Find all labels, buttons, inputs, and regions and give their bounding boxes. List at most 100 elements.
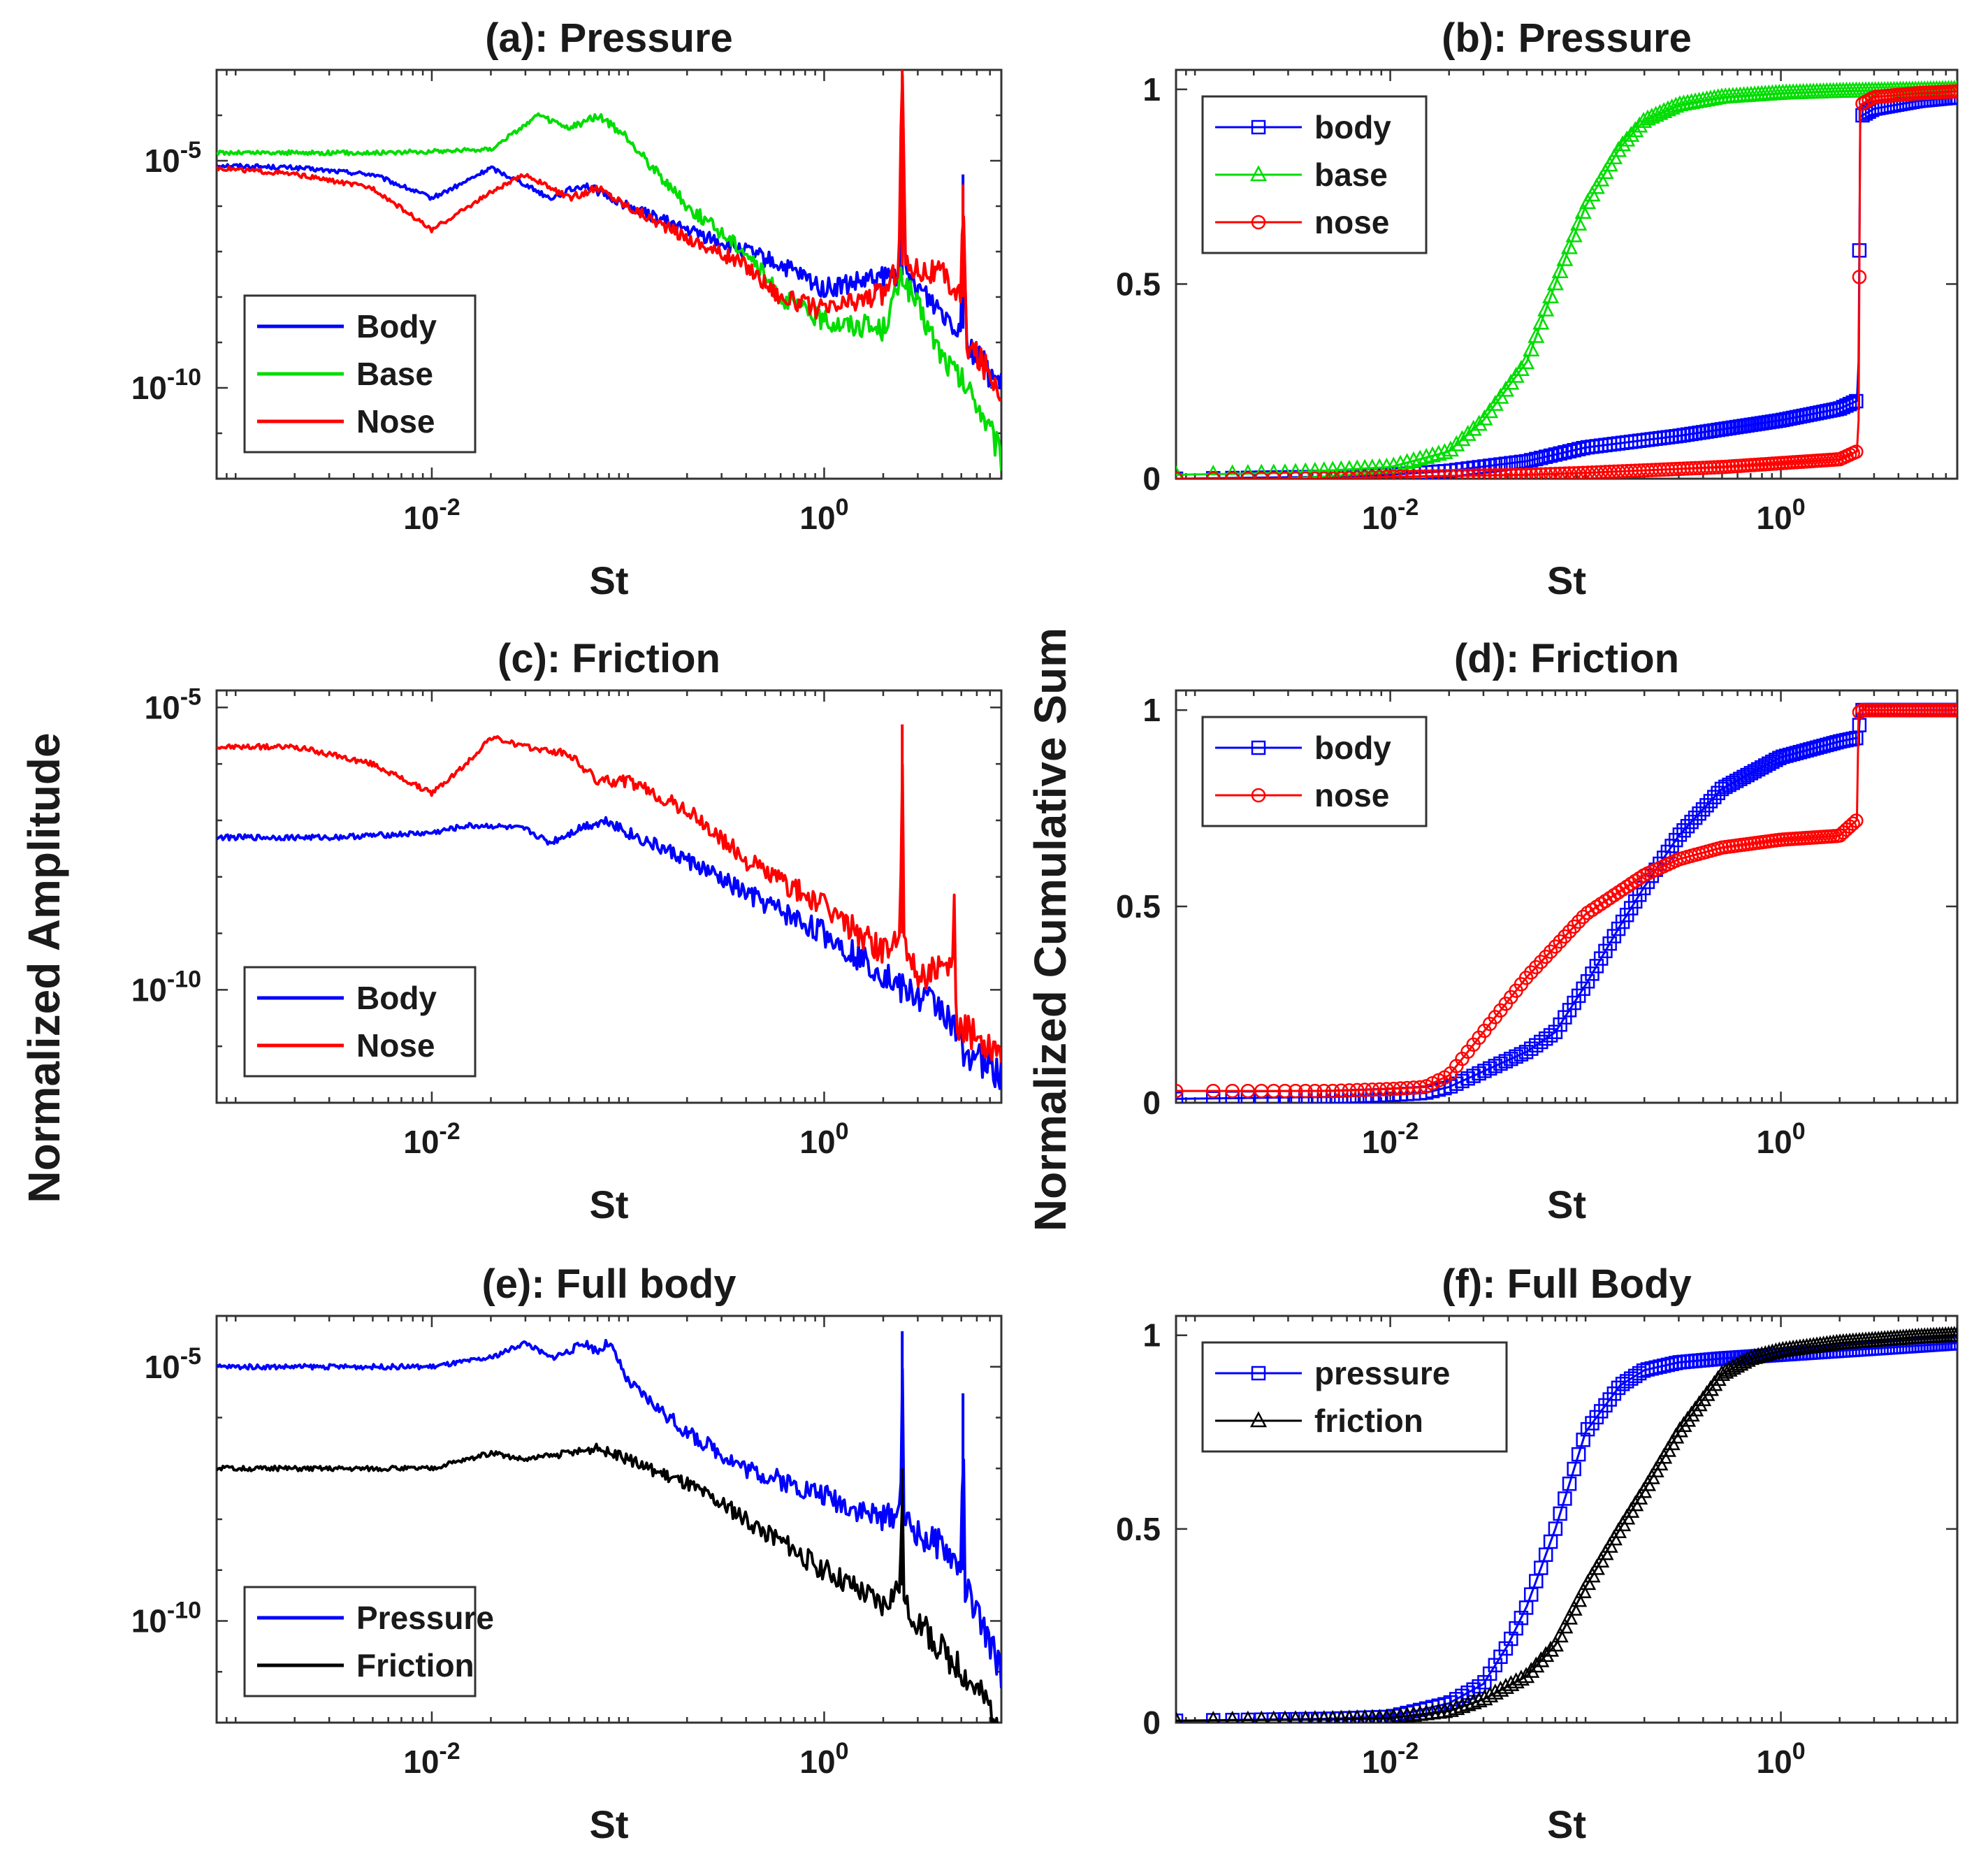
series-marker bbox=[1386, 1081, 1401, 1096]
series-marker bbox=[1558, 1491, 1572, 1506]
series-marker bbox=[1307, 471, 1323, 479]
series-marker bbox=[1449, 468, 1464, 479]
y-tick-label: 10-5 bbox=[145, 683, 201, 725]
y-tick-label: 0 bbox=[1142, 1085, 1161, 1121]
series-marker bbox=[1288, 471, 1303, 479]
series-marker bbox=[1627, 121, 1644, 138]
series-marker bbox=[1267, 1710, 1280, 1723]
y-ticks bbox=[217, 68, 1001, 435]
legend-label: Pressure bbox=[356, 1600, 494, 1636]
y-tick-label: 0.5 bbox=[1116, 888, 1161, 925]
series-marker bbox=[1618, 130, 1636, 147]
series-marker bbox=[1675, 1416, 1692, 1433]
legend-marker bbox=[1251, 1366, 1266, 1381]
series-marker bbox=[1448, 1699, 1465, 1716]
x-tick-label: 10-2 bbox=[403, 1738, 460, 1780]
series-marker bbox=[1571, 1447, 1586, 1462]
series-marker bbox=[1565, 1599, 1583, 1616]
series-marker bbox=[1558, 929, 1572, 944]
series-marker bbox=[1459, 424, 1477, 441]
series-marker bbox=[1430, 444, 1447, 461]
panel-title: (e): Full body bbox=[481, 1261, 736, 1307]
series-marker bbox=[1560, 238, 1579, 254]
series-marker bbox=[1205, 471, 1221, 479]
series-marker bbox=[1543, 1028, 1558, 1043]
series-marker bbox=[1523, 1661, 1540, 1678]
series-marker bbox=[1205, 1091, 1221, 1103]
series-marker bbox=[1176, 1083, 1184, 1099]
y-tick-label: 10-5 bbox=[145, 137, 201, 179]
panel-title: (a): Pressure bbox=[485, 15, 733, 61]
series-marker bbox=[1436, 442, 1453, 459]
series-marker bbox=[1576, 1433, 1590, 1447]
series-marker bbox=[1514, 468, 1529, 479]
series-marker bbox=[1615, 1377, 1630, 1391]
series-marker bbox=[1680, 818, 1695, 834]
series-marker bbox=[1488, 1658, 1503, 1673]
legend-label: body bbox=[1314, 109, 1391, 145]
series-marker bbox=[1702, 1380, 1719, 1396]
series-marker bbox=[1509, 1049, 1523, 1064]
legend-label: Friction bbox=[356, 1647, 474, 1683]
series-marker bbox=[1543, 944, 1558, 959]
panel-title: (f): Full Body bbox=[1442, 1261, 1692, 1307]
series-marker bbox=[1553, 1506, 1567, 1521]
series-marker bbox=[1849, 393, 1864, 409]
y-tick-label: 10-10 bbox=[131, 966, 201, 1008]
legend-marker bbox=[1251, 788, 1266, 803]
legend-label: base bbox=[1314, 157, 1388, 193]
series-marker bbox=[1699, 798, 1714, 813]
series-marker bbox=[1504, 1631, 1518, 1646]
series-marker bbox=[1562, 924, 1577, 939]
series-markers-friction bbox=[1176, 1326, 1957, 1723]
legend-marker bbox=[1251, 740, 1266, 755]
legend-label: pressure bbox=[1314, 1355, 1450, 1391]
series-marker bbox=[1278, 1710, 1292, 1723]
series-marker bbox=[1453, 430, 1471, 447]
series-marker bbox=[1289, 1710, 1303, 1723]
series-marker bbox=[1553, 466, 1567, 479]
x-axis-label: St bbox=[590, 1182, 629, 1226]
plot-area bbox=[217, 70, 1001, 471]
series-marker bbox=[1690, 1395, 1708, 1412]
series-marker bbox=[1255, 1710, 1268, 1723]
series-marker bbox=[1579, 1574, 1597, 1591]
series-marker bbox=[1695, 461, 1711, 475]
series-marker bbox=[1551, 262, 1569, 279]
series-marker bbox=[1398, 453, 1416, 470]
series-marker bbox=[1574, 1581, 1592, 1598]
series-marker bbox=[1334, 1709, 1349, 1723]
series-marker bbox=[1357, 470, 1372, 479]
series-marker bbox=[1326, 471, 1340, 479]
series-marker bbox=[1695, 1390, 1712, 1407]
series-marker bbox=[1635, 112, 1653, 128]
series-marker bbox=[1379, 470, 1394, 479]
series-marker bbox=[1537, 1646, 1555, 1663]
series-marker bbox=[1306, 461, 1323, 478]
series-marker bbox=[1455, 468, 1470, 479]
series-marker bbox=[1852, 270, 1867, 284]
legend-marker bbox=[1251, 215, 1266, 230]
series-marker bbox=[1849, 813, 1864, 828]
series-marker bbox=[1442, 1700, 1459, 1717]
plot-area bbox=[1176, 1326, 1957, 1723]
series-marker bbox=[1676, 461, 1691, 476]
legend-label: Nose bbox=[356, 1027, 435, 1064]
series-marker bbox=[1602, 936, 1617, 951]
series-marker bbox=[1542, 287, 1560, 303]
series-marker bbox=[1707, 790, 1722, 804]
legend-marker bbox=[1251, 120, 1266, 135]
series-marker bbox=[1315, 461, 1333, 477]
series-marker bbox=[1453, 1697, 1471, 1714]
series-marker bbox=[1423, 446, 1442, 463]
series-marker bbox=[1529, 451, 1544, 467]
series-marker bbox=[1379, 1082, 1394, 1096]
plot-area bbox=[1176, 702, 1957, 1103]
series-marker bbox=[1512, 1670, 1530, 1686]
series-marker bbox=[1288, 1083, 1303, 1099]
series-markers-nose bbox=[1176, 84, 1957, 479]
x-tick-label: 10-2 bbox=[403, 494, 460, 536]
legend-label: nose bbox=[1314, 204, 1389, 240]
x-minor-ticks bbox=[215, 70, 1003, 479]
series-marker bbox=[1477, 468, 1492, 479]
